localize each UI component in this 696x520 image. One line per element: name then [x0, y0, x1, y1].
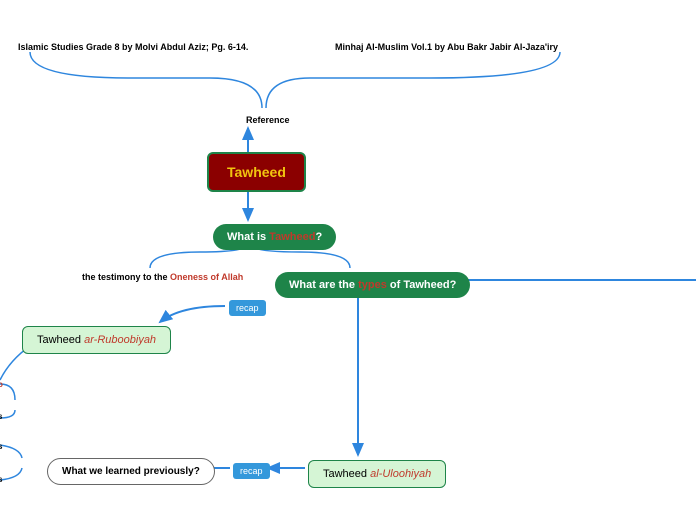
node-types-of-tawheed[interactable]: What are the types of Tawheed?: [275, 272, 470, 298]
b1-suffix: ?: [315, 231, 322, 243]
root-title: Tawheed: [227, 164, 286, 180]
testimony-prefix: the testimony to the: [82, 272, 170, 282]
edge-fragment-2: s: [0, 412, 2, 421]
recap-tag-2[interactable]: recap: [233, 463, 270, 479]
reference-right-text: Minhaj Al-Muslim Vol.1 by Abu Bakr Jabir…: [335, 42, 558, 52]
b1-prefix: What is: [227, 231, 269, 243]
b1-highlight: Tawheed: [269, 231, 315, 243]
type2-highlight: al-Uloohiyah: [370, 468, 431, 480]
node-previously-learned[interactable]: What we learned previously?: [47, 458, 215, 485]
b2-highlight: types: [358, 279, 387, 291]
b2-prefix: What are the: [289, 279, 358, 291]
type1-highlight: ar-Ruboobiyah: [84, 334, 156, 346]
testimony-highlight: Oneness of Allah: [170, 272, 243, 282]
node-ruboobiyah[interactable]: Tawheed ar-Ruboobiyah: [22, 326, 171, 354]
type1-prefix: Tawheed: [37, 334, 84, 346]
reference-left-text: Islamic Studies Grade 8 by Molvi Abdul A…: [18, 42, 248, 52]
recap-tag-1[interactable]: recap: [229, 300, 266, 316]
testimony-text: the testimony to the Oneness of Allah: [82, 272, 243, 282]
root-node-tawheed[interactable]: Tawheed: [207, 152, 306, 192]
edge-fragment-3: s: [0, 442, 2, 451]
node-what-is-tawheed[interactable]: What is Tawheed?: [213, 224, 336, 250]
reference-label: Reference: [246, 115, 290, 125]
type2-prefix: Tawheed: [323, 468, 370, 480]
edge-fragment-1: o: [0, 380, 3, 389]
node-uloohiyah[interactable]: Tawheed al-Uloohiyah: [308, 460, 446, 488]
edge-fragment-4: s: [0, 475, 2, 484]
b2-suffix: of Tawheed?: [387, 279, 456, 291]
